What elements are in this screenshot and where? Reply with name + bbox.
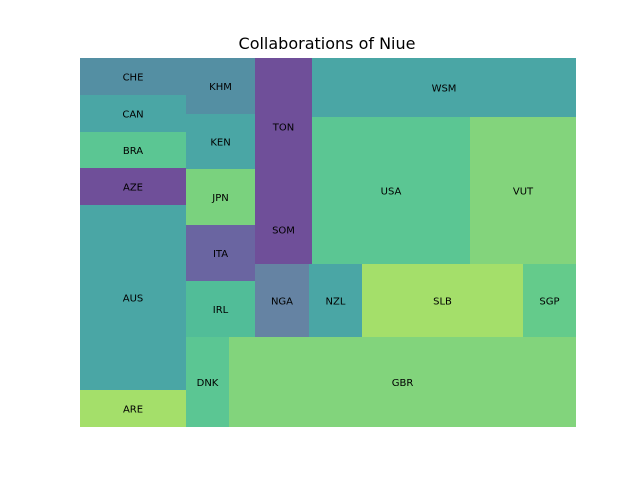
treemap-tile-label: KHM bbox=[209, 82, 232, 93]
treemap-tile-aus: AUS bbox=[80, 205, 186, 390]
treemap-tile-label: CAN bbox=[122, 110, 143, 121]
treemap-tile-label: NZL bbox=[326, 297, 346, 308]
treemap-tile-label: WSM bbox=[432, 84, 457, 95]
treemap-tile-rect bbox=[186, 225, 255, 281]
treemap-tile-label: DNK bbox=[197, 378, 219, 389]
treemap-tile-rect bbox=[80, 205, 186, 390]
treemap-tile-rect bbox=[229, 337, 576, 427]
treemap-tile-rect bbox=[470, 117, 576, 264]
treemap-tile-rect bbox=[80, 58, 186, 95]
treemap-tile-label: AUS bbox=[123, 294, 144, 305]
treemap-tile-rect bbox=[186, 58, 255, 114]
treemap-tile-rect bbox=[255, 264, 309, 337]
treemap-tile-rect bbox=[523, 264, 576, 337]
treemap-tile-label: SLB bbox=[433, 297, 452, 308]
treemap-tile-bra: BRA bbox=[80, 132, 186, 168]
treemap-tile-ita: ITA bbox=[186, 225, 255, 281]
treemap-tile-che: CHE bbox=[80, 58, 186, 95]
treemap-tile-label: SGP bbox=[539, 297, 559, 308]
treemap-tile-label: ITA bbox=[213, 249, 228, 260]
treemap-tile-label: ARE bbox=[123, 405, 143, 416]
chart-title: Collaborations of Niue bbox=[239, 34, 416, 53]
treemap-tile-nga: NGA bbox=[255, 264, 309, 337]
treemap-tile-label: VUT bbox=[513, 187, 534, 198]
treemap-tile-rect bbox=[362, 264, 523, 337]
treemap-tile-label: SOM bbox=[272, 226, 295, 237]
treemap-tile-rect bbox=[186, 169, 255, 225]
treemap-tile-rect bbox=[80, 95, 186, 132]
treemap-tile-rect bbox=[186, 114, 255, 169]
treemap-tile-rect bbox=[80, 132, 186, 168]
treemap-tile-wsm: WSM bbox=[312, 58, 576, 117]
treemap-tile-ton: TON bbox=[255, 58, 312, 195]
treemap-tile-rect bbox=[80, 390, 186, 427]
treemap-tile-rect bbox=[255, 58, 312, 195]
treemap-tile-som: SOM bbox=[255, 195, 312, 264]
treemap-tile-label: GBR bbox=[392, 378, 414, 389]
treemap-tile-label: CHE bbox=[123, 73, 144, 84]
treemap-tile-rect bbox=[312, 117, 470, 264]
treemap-tile-label: TON bbox=[272, 123, 294, 134]
treemap-tile-label: AZE bbox=[123, 183, 143, 194]
treemap-tile-can: CAN bbox=[80, 95, 186, 132]
treemap-tile-khm: KHM bbox=[186, 58, 255, 114]
treemap-tile-label: KEN bbox=[210, 138, 230, 149]
treemap-tile-rect bbox=[80, 168, 186, 205]
treemap-tile-aze: AZE bbox=[80, 168, 186, 205]
treemap-tile-nzl: NZL bbox=[309, 264, 362, 337]
treemap-tile-usa: USA bbox=[312, 117, 470, 264]
treemap-tile-label: USA bbox=[381, 187, 402, 198]
treemap-tile-label: BRA bbox=[123, 146, 143, 157]
treemap-tile-jpn: JPN bbox=[186, 169, 255, 225]
treemap-tiles: CHE CAN BRA AZE AUS ARE KHM KEN JPN ITA IRL DNK TON S… bbox=[80, 58, 576, 427]
treemap-tile-are: ARE bbox=[80, 390, 186, 427]
treemap-tile-gbr: GBR bbox=[229, 337, 576, 427]
treemap-tile-rect bbox=[186, 337, 229, 427]
treemap-tile-label: NGA bbox=[271, 297, 293, 308]
treemap-tile-dnk: DNK bbox=[186, 337, 229, 427]
treemap-tile-sgp: SGP bbox=[523, 264, 576, 337]
treemap-tile-label: IRL bbox=[213, 305, 229, 316]
treemap-tile-rect bbox=[312, 58, 576, 117]
treemap-tile-rect bbox=[309, 264, 362, 337]
treemap-tile-vut: VUT bbox=[470, 117, 576, 264]
treemap-tile-rect bbox=[186, 281, 255, 337]
treemap-tile-ken: KEN bbox=[186, 114, 255, 169]
treemap-tile-irl: IRL bbox=[186, 281, 255, 337]
treemap-tile-slb: SLB bbox=[362, 264, 523, 337]
treemap-tile-rect bbox=[255, 195, 312, 264]
treemap-tile-label: JPN bbox=[211, 193, 228, 204]
